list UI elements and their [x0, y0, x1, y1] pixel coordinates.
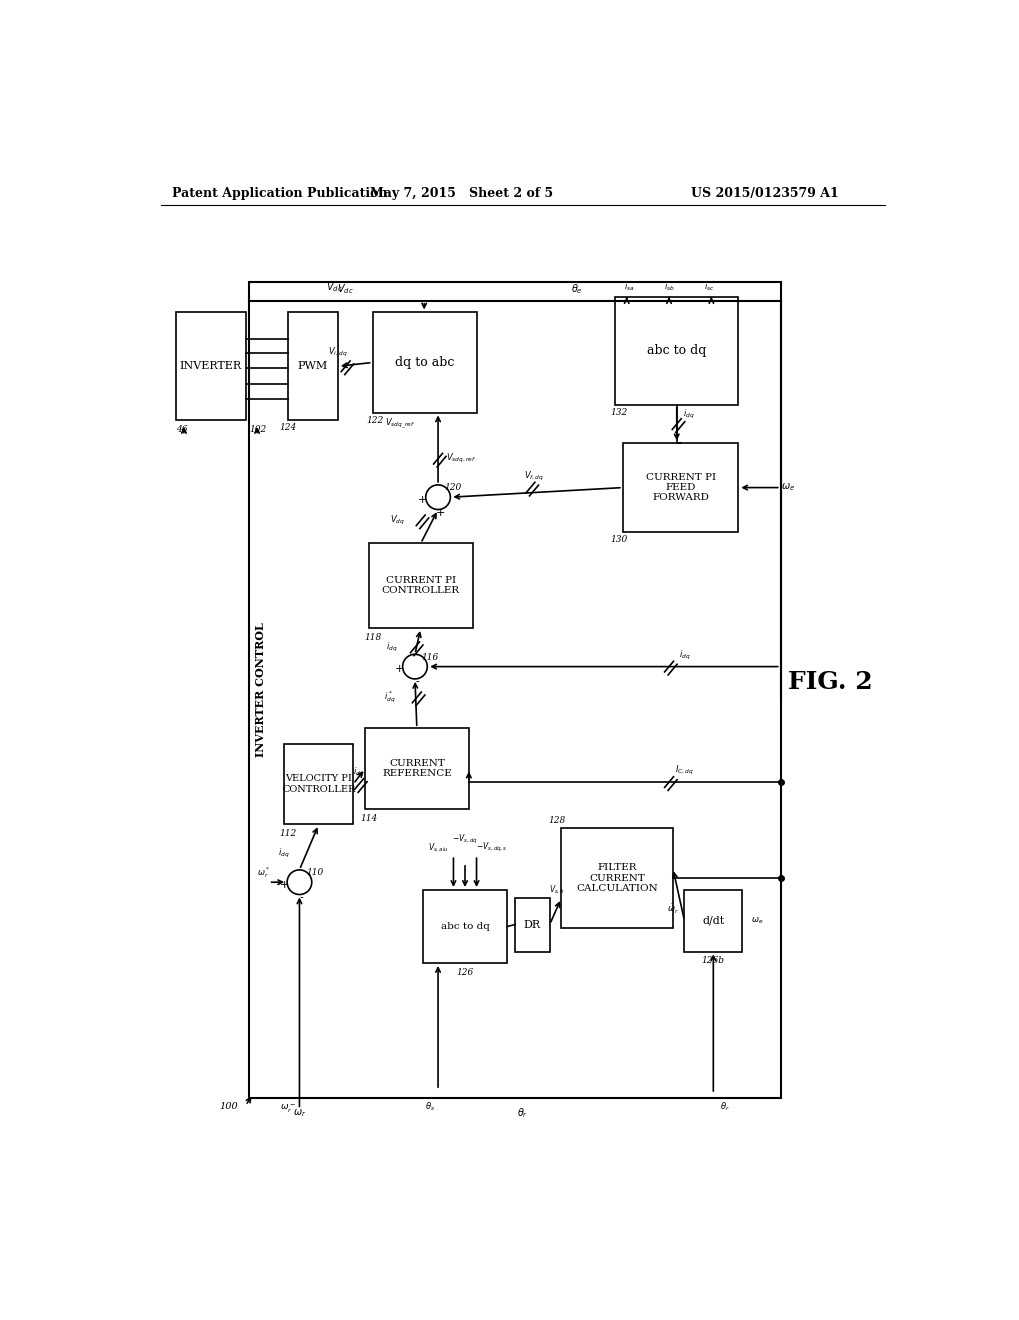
Text: $\theta_s$: $\theta_s$ [425, 1101, 435, 1113]
Text: 116: 116 [421, 653, 438, 661]
Bar [684, 890, 742, 952]
Bar [614, 297, 738, 405]
Text: 124: 124 [279, 424, 297, 433]
Text: dq to abc: dq to abc [394, 356, 453, 370]
Text: -: - [300, 892, 304, 903]
Text: VELOCITY PI
CONTROLLER: VELOCITY PI CONTROLLER [281, 775, 355, 793]
Bar [365, 729, 469, 809]
Text: Patent Application Publication: Patent Application Publication [172, 186, 387, 199]
Text: +: + [394, 664, 404, 675]
Text: 122: 122 [366, 416, 383, 425]
Bar [287, 313, 337, 420]
Bar [623, 444, 738, 532]
Text: $V_{dc}$: $V_{dc}$ [325, 280, 342, 294]
Text: PWM: PWM [298, 362, 328, 371]
Text: 126: 126 [455, 968, 473, 977]
Text: 126b: 126b [701, 956, 725, 965]
Text: abc to dq: abc to dq [646, 345, 706, 358]
Text: 112: 112 [279, 829, 297, 838]
Text: CURRENT PI
FEED
FORWARD: CURRENT PI FEED FORWARD [645, 473, 715, 503]
Text: 120: 120 [444, 483, 462, 492]
Text: INVERTER CONTROL: INVERTER CONTROL [255, 622, 266, 758]
Text: $V_{s,b}$: $V_{s,b}$ [549, 884, 565, 896]
Text: 114: 114 [360, 814, 377, 822]
Text: +: + [435, 508, 444, 517]
Text: $i_{sb}$: $i_{sb}$ [663, 281, 674, 293]
Text: FILTER
CURRENT
CALCULATION: FILTER CURRENT CALCULATION [576, 863, 657, 894]
Text: 46: 46 [176, 425, 187, 434]
Text: abc to dq: abc to dq [440, 921, 489, 931]
Bar [422, 890, 506, 964]
Text: 100: 100 [219, 1102, 237, 1110]
Text: $\dot{\omega}_r$: $\dot{\omega}_r$ [666, 903, 678, 916]
Text: DR: DR [524, 920, 540, 929]
Text: 102: 102 [250, 425, 266, 434]
Text: 118: 118 [364, 632, 381, 642]
Text: 132: 132 [609, 408, 627, 417]
Text: $V_{dc}$: $V_{dc}$ [337, 282, 354, 296]
Text: $I_{C,dq}$: $I_{C,dq}$ [675, 764, 693, 777]
Text: d/dt: d/dt [701, 916, 723, 925]
Text: $V_{i,dq}$: $V_{i,dq}$ [328, 346, 347, 359]
Text: CURRENT
REFERENCE: CURRENT REFERENCE [382, 759, 451, 779]
Text: 110: 110 [306, 869, 323, 878]
Bar [515, 898, 549, 952]
Text: $\omega_e$: $\omega_e$ [781, 482, 795, 494]
Text: $\omega_r$: $\omega_r$ [292, 1107, 306, 1119]
Text: $i_{dq}$: $i_{dq}$ [353, 766, 365, 779]
Text: $i_{dq}$: $i_{dq}$ [278, 846, 289, 859]
Text: May 7, 2015   Sheet 2 of 5: May 7, 2015 Sheet 2 of 5 [369, 186, 552, 199]
Text: 128: 128 [548, 816, 566, 825]
Text: $\omega^*_r$: $\omega^*_r$ [257, 866, 270, 880]
Bar [283, 743, 353, 825]
Text: 130: 130 [609, 535, 627, 544]
Text: CURRENT PI
CONTROLLER: CURRENT PI CONTROLLER [381, 576, 460, 595]
Text: $V_{sdq,ref}$: $V_{sdq,ref}$ [445, 453, 476, 465]
Text: $i_{sa}$: $i_{sa}$ [623, 281, 634, 293]
Text: US 2015/0123579 A1: US 2015/0123579 A1 [690, 186, 838, 199]
Text: $V_{sdq\_ref}$: $V_{sdq\_ref}$ [384, 417, 414, 432]
Text: $V_{f,dq}$: $V_{f,dq}$ [524, 470, 544, 483]
Text: $V_{dq}$: $V_{dq}$ [389, 513, 405, 527]
Text: $i_{dq}$: $i_{dq}$ [682, 408, 693, 421]
Text: $-V_{s,dq}$: $-V_{s,dq}$ [451, 833, 477, 846]
Text: $\omega^-_r$: $\omega^-_r$ [279, 1104, 296, 1115]
Text: +: + [279, 879, 288, 890]
Text: $i_{sc}$: $i_{sc}$ [703, 281, 713, 293]
Bar [250, 281, 780, 1098]
Text: +: + [418, 495, 427, 504]
Bar [372, 313, 476, 412]
Bar [369, 544, 472, 628]
Text: INVERTER: INVERTER [179, 362, 242, 371]
Text: $\theta_r$: $\theta_r$ [517, 1106, 528, 1121]
Bar [176, 313, 246, 420]
Text: $\theta_e$: $\theta_e$ [571, 282, 582, 296]
Text: $V_{s,aiu}$: $V_{s,aiu}$ [427, 841, 448, 854]
Bar [560, 829, 673, 928]
Text: $\omega_e$: $\omega_e$ [751, 916, 763, 925]
Text: -: - [415, 677, 419, 686]
Text: $i_{dq}$: $i_{dq}$ [385, 640, 397, 653]
Text: $\theta_r$: $\theta_r$ [719, 1101, 729, 1113]
Text: FIG. 2: FIG. 2 [788, 671, 872, 694]
Text: $i_{dq}$: $i_{dq}$ [678, 648, 690, 661]
Text: $-V_{s,dq,s}$: $-V_{s,dq,s}$ [476, 841, 507, 854]
Text: $i^*_{dq}$: $i^*_{dq}$ [384, 689, 395, 705]
